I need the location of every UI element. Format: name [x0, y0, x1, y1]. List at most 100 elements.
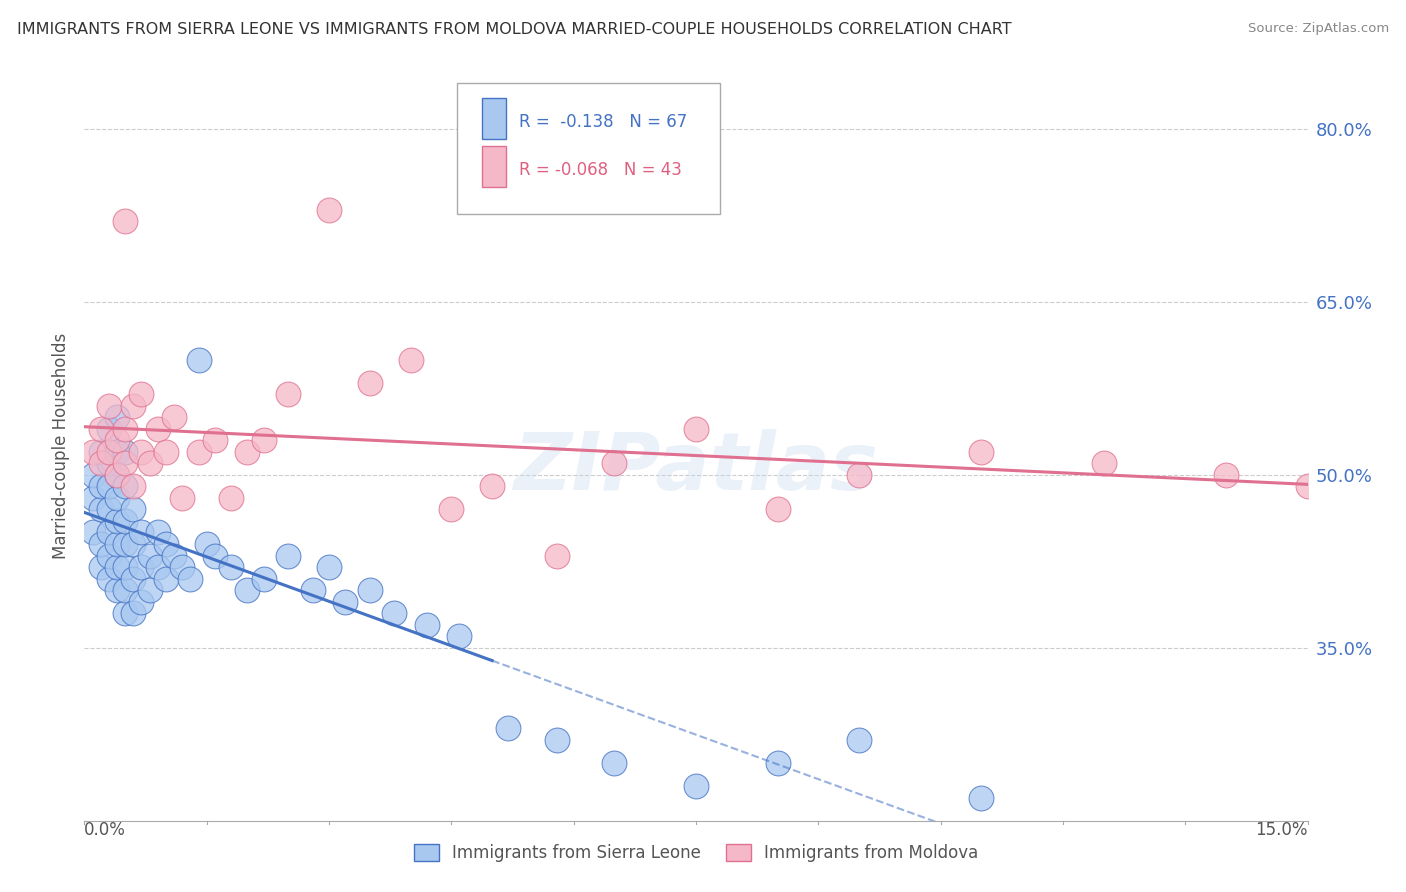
Point — [90, 456, 112, 470]
Point — [105, 444, 128, 458]
Point — [359, 376, 381, 390]
Point — [277, 549, 299, 563]
Point — [122, 572, 145, 586]
Point — [970, 790, 993, 805]
Legend: Immigrants from Sierra Leone, Immigrants from Moldova: Immigrants from Sierra Leone, Immigrants… — [406, 837, 986, 869]
Point — [219, 560, 242, 574]
Text: IMMIGRANTS FROM SIERRA LEONE VS IMMIGRANTS FROM MOLDOVA MARRIED-COUPLE HOUSEHOLD: IMMIGRANTS FROM SIERRA LEONE VS IMMIGRAN… — [17, 22, 1011, 37]
Point — [481, 479, 503, 493]
Point — [1296, 479, 1319, 493]
Point — [105, 434, 128, 448]
Point — [146, 422, 169, 436]
Point — [155, 572, 177, 586]
Point — [90, 444, 112, 458]
Point — [122, 502, 145, 516]
Point — [114, 214, 136, 228]
Point — [498, 722, 520, 736]
Point — [97, 399, 120, 413]
Point — [187, 444, 209, 458]
Point — [114, 514, 136, 528]
Point — [204, 434, 226, 448]
Bar — [482, 146, 506, 187]
Point — [122, 399, 145, 413]
Point — [114, 456, 136, 470]
Point — [105, 537, 128, 551]
Point — [82, 444, 104, 458]
Point — [318, 560, 340, 574]
Point — [1395, 467, 1406, 482]
Point — [685, 422, 707, 436]
Point — [301, 583, 323, 598]
Point — [187, 352, 209, 367]
Point — [195, 537, 218, 551]
Point — [114, 479, 136, 493]
Point — [449, 629, 471, 643]
Point — [685, 779, 707, 793]
Point — [105, 583, 128, 598]
Point — [82, 467, 104, 482]
FancyBboxPatch shape — [457, 83, 720, 214]
Point — [146, 560, 169, 574]
Text: Source: ZipAtlas.com: Source: ZipAtlas.com — [1249, 22, 1389, 36]
Point — [359, 583, 381, 598]
Point — [90, 502, 112, 516]
Point — [172, 491, 194, 505]
Point — [97, 444, 120, 458]
Point — [105, 491, 128, 505]
Point — [603, 756, 626, 770]
Point — [114, 606, 136, 620]
Point — [416, 617, 439, 632]
Point — [90, 560, 112, 574]
Point — [318, 202, 340, 217]
Point — [97, 549, 120, 563]
Point — [131, 444, 153, 458]
Point — [97, 525, 120, 540]
Point — [1378, 491, 1400, 505]
Point — [131, 387, 153, 401]
Point — [114, 444, 136, 458]
Point — [155, 537, 177, 551]
Text: R = -0.068   N = 43: R = -0.068 N = 43 — [519, 161, 682, 179]
Point — [236, 583, 259, 598]
Point — [335, 594, 357, 608]
Point — [766, 502, 789, 516]
Point — [204, 549, 226, 563]
Point — [138, 549, 160, 563]
Point — [766, 756, 789, 770]
Point — [105, 467, 128, 482]
Point — [82, 491, 104, 505]
Point — [163, 410, 186, 425]
Bar — [482, 97, 506, 139]
Point — [277, 387, 299, 401]
Point — [138, 456, 160, 470]
Point — [1092, 456, 1115, 470]
Point — [97, 479, 120, 493]
Point — [105, 467, 128, 482]
Point — [253, 434, 276, 448]
Point — [97, 456, 120, 470]
Text: 0.0%: 0.0% — [84, 821, 127, 838]
Point — [163, 549, 186, 563]
Point — [114, 537, 136, 551]
Point — [122, 606, 145, 620]
Point — [546, 549, 568, 563]
Point — [399, 352, 422, 367]
Point — [114, 583, 136, 598]
Text: R =  -0.138   N = 67: R = -0.138 N = 67 — [519, 112, 688, 130]
Point — [122, 537, 145, 551]
Point — [219, 491, 242, 505]
Point — [848, 467, 870, 482]
Point — [1337, 467, 1360, 482]
Point — [131, 594, 153, 608]
Point — [970, 444, 993, 458]
Point — [253, 572, 276, 586]
Point — [97, 572, 120, 586]
Point — [105, 410, 128, 425]
Point — [105, 514, 128, 528]
Text: ZIPatlas: ZIPatlas — [513, 429, 879, 508]
Point — [382, 606, 405, 620]
Point — [1361, 491, 1384, 505]
Point — [114, 422, 136, 436]
Point — [603, 456, 626, 470]
Point — [90, 422, 112, 436]
